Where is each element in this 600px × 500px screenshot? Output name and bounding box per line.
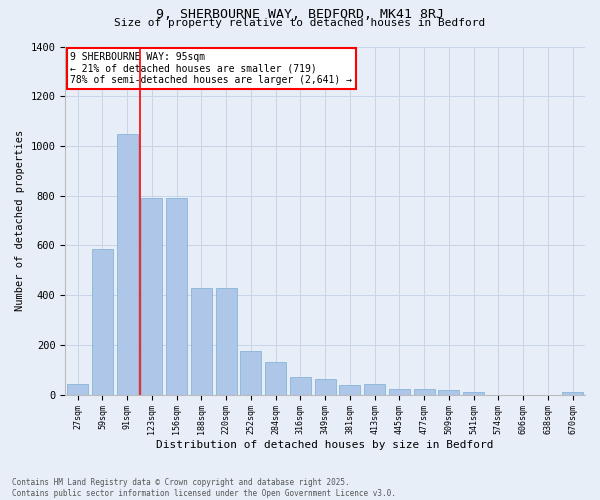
Bar [340,385,361,394]
Bar [562,392,583,394]
Bar [413,388,434,394]
Text: 9, SHERBOURNE WAY, BEDFORD, MK41 8RJ: 9, SHERBOURNE WAY, BEDFORD, MK41 8RJ [156,8,444,20]
Bar [116,134,137,394]
Bar [290,378,311,394]
Bar [463,392,484,394]
Bar [389,388,410,394]
Text: 9 SHERBOURNE WAY: 95sqm
← 21% of detached houses are smaller (719)
78% of semi-d: 9 SHERBOURNE WAY: 95sqm ← 21% of detache… [70,52,352,85]
Bar [215,288,236,395]
Bar [265,362,286,394]
X-axis label: Distribution of detached houses by size in Bedford: Distribution of detached houses by size … [157,440,494,450]
Y-axis label: Number of detached properties: Number of detached properties [15,130,25,311]
Bar [92,249,113,394]
Bar [166,198,187,394]
Bar [241,351,262,395]
Text: Contains HM Land Registry data © Crown copyright and database right 2025.
Contai: Contains HM Land Registry data © Crown c… [12,478,396,498]
Bar [191,288,212,395]
Bar [67,384,88,394]
Bar [439,390,460,394]
Bar [314,378,335,394]
Text: Size of property relative to detached houses in Bedford: Size of property relative to detached ho… [115,18,485,28]
Bar [364,384,385,394]
Bar [142,198,163,394]
